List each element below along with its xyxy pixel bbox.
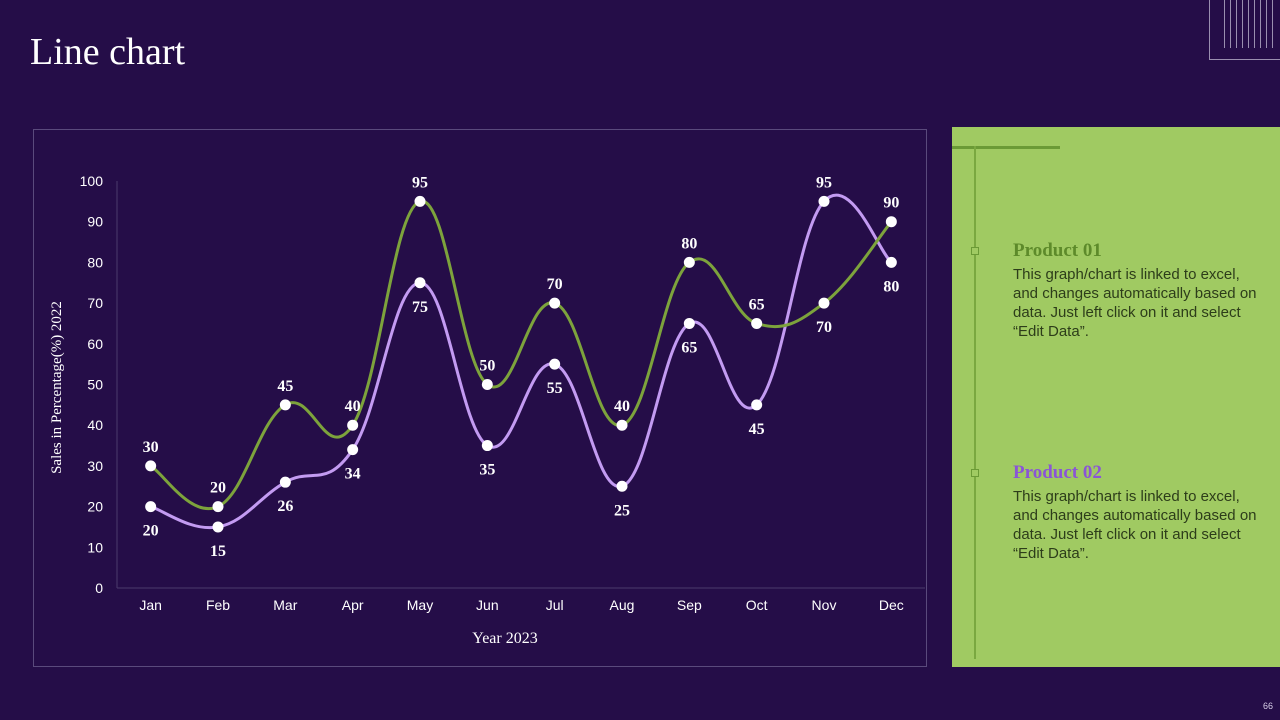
series-line-2 [149, 193, 893, 530]
data-label-series-2: 15 [210, 543, 226, 560]
product-01-block: Product 01 This graph/chart is linked to… [1013, 240, 1258, 341]
x-tick-label: Dec [879, 597, 904, 613]
panel-timeline-line [974, 146, 976, 659]
x-tick-label: Aug [610, 597, 635, 613]
chart-frame [33, 129, 927, 667]
data-label-series-2: 20 [143, 523, 159, 540]
y-tick-label: 20 [87, 499, 103, 515]
data-point-series-1 [212, 501, 224, 513]
data-label-series-2: 34 [345, 466, 361, 483]
x-tick-label: Jan [139, 597, 162, 613]
y-tick-label: 40 [87, 417, 103, 433]
data-point-series-2 [549, 358, 561, 370]
data-label-series-1: 70 [547, 276, 563, 293]
data-point-series-1 [145, 460, 157, 472]
y-tick-label: 10 [87, 539, 103, 555]
data-point-series-2 [616, 480, 628, 492]
x-tick-label: Nov [812, 597, 837, 613]
data-label-series-1: 90 [883, 195, 899, 212]
data-point-series-1 [616, 419, 628, 431]
data-label-series-2: 45 [749, 421, 765, 438]
data-point-series-2 [347, 444, 359, 456]
data-label-series-1: 50 [479, 358, 495, 375]
x-axis-title: Year 2023 [472, 630, 537, 647]
data-point-series-1 [347, 419, 359, 431]
data-label-series-1: 20 [210, 480, 226, 497]
data-point-series-1 [885, 216, 897, 228]
data-label-series-1: 45 [277, 378, 293, 395]
line-chart: 0 10 20 30 40 50 60 70 80 90 100 Jan Feb Mar Apr May Jun… [49, 173, 925, 647]
data-point-series-2 [751, 399, 763, 411]
x-tick-label: Sep [677, 597, 702, 613]
data-label-series-1: 40 [614, 398, 630, 415]
y-tick-label: 70 [87, 295, 103, 311]
y-tick-label: 50 [87, 377, 103, 393]
data-point-series-2 [145, 501, 157, 513]
data-label-series-2: 26 [277, 498, 293, 515]
data-point-series-1 [683, 256, 695, 268]
data-label-series-1: 40 [345, 398, 361, 415]
y-tick-label: 100 [80, 173, 104, 189]
y-tick-label: 60 [87, 336, 103, 352]
y-tick-label: 90 [87, 214, 103, 230]
x-tick-label: Jun [476, 597, 499, 613]
slide-title: Line chart [30, 31, 186, 73]
data-point-series-1 [549, 297, 561, 309]
series-line-1 [149, 199, 893, 511]
product-02-description: This graph/chart is linked to excel, and… [1013, 488, 1257, 562]
data-point-series-2 [885, 256, 897, 268]
data-point-series-1 [279, 399, 291, 411]
x-tick-label: Jul [546, 597, 564, 613]
panel-accent-line [952, 146, 1060, 149]
data-point-series-2 [414, 277, 426, 289]
product-02-title: Product 02 [1013, 462, 1102, 483]
data-point-series-1 [818, 297, 830, 309]
data-label-series-2: 80 [883, 278, 899, 295]
data-point-series-1 [751, 317, 763, 329]
x-tick-label: Oct [746, 597, 768, 613]
x-tick-label: May [407, 597, 433, 613]
product-01-marker [971, 247, 979, 255]
data-point-series-2 [212, 521, 224, 533]
data-label-series-1: 65 [749, 296, 765, 313]
data-point-series-2 [683, 317, 695, 329]
data-label-series-1: 95 [412, 174, 428, 191]
data-point-series-2 [481, 440, 493, 452]
x-tick-label: Mar [273, 597, 297, 613]
data-label-series-2: 65 [681, 339, 697, 356]
corner-decoration [1209, 0, 1280, 60]
data-label-series-1: 70 [816, 319, 832, 336]
data-label-series-2: 95 [816, 174, 832, 191]
x-tick-label: Apr [342, 597, 364, 613]
data-point-series-1 [414, 195, 426, 207]
legend-panel: Product 01 This graph/chart is linked to… [952, 127, 1280, 667]
data-label-series-2: 35 [479, 462, 495, 479]
page-number: 66 [1263, 701, 1274, 711]
product-01-title: Product 01 [1013, 240, 1102, 261]
data-label-series-2: 25 [614, 502, 630, 519]
product-02-block: Product 02 This graph/chart is linked to… [1013, 462, 1258, 563]
y-tick-label: 30 [87, 458, 103, 474]
data-label-series-1: 80 [681, 235, 697, 252]
data-label-series-2: 55 [547, 380, 563, 397]
data-point-series-1 [481, 379, 493, 390]
y-tick-label: 80 [87, 254, 103, 270]
product-02-marker [971, 469, 979, 477]
y-tick-label: 0 [95, 580, 103, 596]
product-01-description: This graph/chart is linked to excel, and… [1013, 266, 1257, 340]
data-label-series-2: 75 [412, 299, 428, 316]
data-point-series-2 [818, 195, 830, 207]
data-label-series-1: 30 [143, 439, 159, 456]
x-tick-label: Feb [206, 597, 230, 613]
data-point-series-2 [279, 476, 291, 488]
y-axis-title: Sales in Percentage(%) 2022 [49, 301, 65, 474]
